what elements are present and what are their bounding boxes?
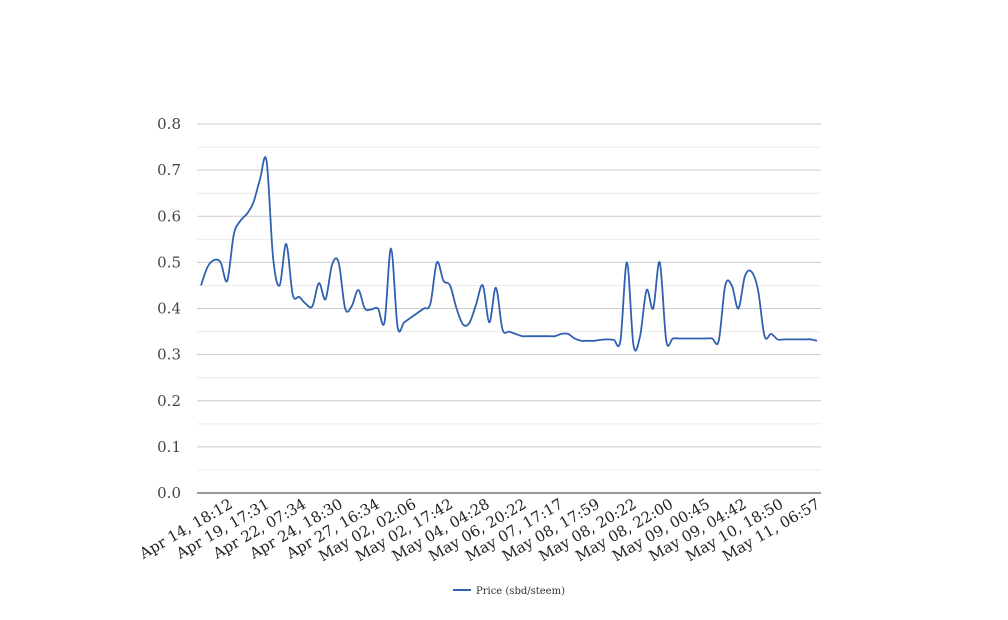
y-tick-label: 0.0 — [157, 484, 181, 502]
y-axis-ticks: 0.0 0.1 0.2 0.3 0.4 0.5 0.6 0.7 0.8 — [157, 115, 181, 502]
y-tick-label: 0.6 — [157, 207, 181, 225]
legend-label: Price (sbd/steem) — [476, 586, 565, 597]
y-tick-label: 0.3 — [157, 346, 181, 364]
y-tick-label: 0.5 — [157, 253, 181, 271]
y-tick-label: 0.7 — [157, 161, 181, 179]
y-tick-label: 0.2 — [157, 392, 181, 410]
y-tick-label: 0.4 — [157, 300, 181, 318]
y-tick-label: 0.1 — [157, 438, 181, 456]
series-lines — [200, 156, 818, 352]
legend: Price (sbd/steem) — [453, 586, 565, 597]
series-line — [200, 156, 818, 352]
y-tick-label: 0.8 — [157, 115, 181, 133]
grid-lines — [197, 123, 821, 471]
